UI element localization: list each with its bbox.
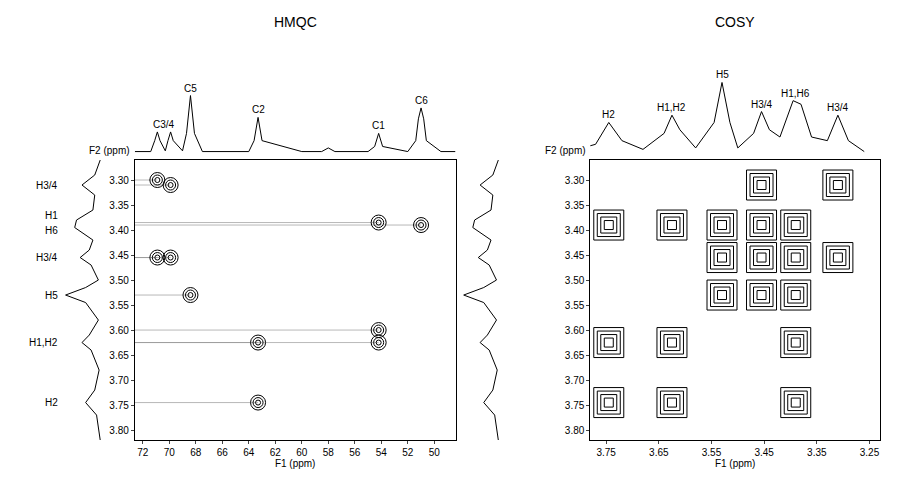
- svg-text:3.35: 3.35: [109, 200, 129, 211]
- svg-text:3.35: 3.35: [565, 200, 585, 211]
- svg-text:H1,H2: H1,H2: [29, 337, 58, 348]
- svg-text:64: 64: [243, 447, 255, 458]
- svg-text:3.45: 3.45: [109, 250, 129, 261]
- svg-text:3.55: 3.55: [702, 447, 722, 458]
- svg-text:52: 52: [402, 447, 414, 458]
- svg-text:C6: C6: [415, 95, 428, 106]
- svg-text:H2: H2: [45, 397, 58, 408]
- svg-text:3.30: 3.30: [565, 175, 585, 186]
- svg-text:H1,H2: H1,H2: [657, 102, 686, 113]
- svg-text:3.70: 3.70: [565, 375, 585, 386]
- svg-text:70: 70: [164, 447, 176, 458]
- svg-text:H5: H5: [45, 290, 58, 301]
- svg-text:3.40: 3.40: [565, 225, 585, 236]
- svg-text:C1: C1: [372, 120, 385, 131]
- svg-text:66: 66: [217, 447, 229, 458]
- svg-text:3.60: 3.60: [109, 325, 129, 336]
- svg-text:3.75: 3.75: [565, 400, 585, 411]
- svg-text:3.40: 3.40: [109, 225, 129, 236]
- svg-text:3.70: 3.70: [109, 375, 129, 386]
- svg-text:3.35: 3.35: [807, 447, 827, 458]
- svg-text:62: 62: [270, 447, 282, 458]
- svg-text:3.50: 3.50: [109, 275, 129, 286]
- svg-text:COSY: COSY: [715, 14, 755, 30]
- svg-text:F1 (ppm): F1 (ppm): [715, 458, 756, 469]
- svg-text:H3/4: H3/4: [751, 99, 773, 110]
- svg-text:H1,H6: H1,H6: [781, 88, 810, 99]
- svg-text:3.30: 3.30: [109, 175, 129, 186]
- svg-text:50: 50: [429, 447, 441, 458]
- svg-text:3.75: 3.75: [109, 400, 129, 411]
- svg-text:3.50: 3.50: [565, 275, 585, 286]
- svg-text:60: 60: [296, 447, 308, 458]
- svg-text:3.60: 3.60: [565, 325, 585, 336]
- svg-text:C3/4: C3/4: [153, 119, 175, 130]
- svg-text:3.45: 3.45: [565, 250, 585, 261]
- svg-text:F1 (ppm): F1 (ppm): [275, 458, 316, 469]
- svg-text:F2 (ppm): F2 (ppm): [545, 145, 586, 156]
- svg-text:3.45: 3.45: [754, 447, 774, 458]
- svg-text:HMQC: HMQC: [274, 14, 317, 30]
- svg-text:H3/4: H3/4: [827, 102, 849, 113]
- svg-text:C5: C5: [184, 83, 197, 94]
- svg-text:54: 54: [376, 447, 388, 458]
- svg-text:3.25: 3.25: [860, 447, 880, 458]
- svg-text:H3/4: H3/4: [36, 180, 58, 191]
- svg-text:F2 (ppm): F2 (ppm): [89, 145, 130, 156]
- svg-text:3.80: 3.80: [109, 425, 129, 436]
- svg-text:H1: H1: [45, 210, 58, 221]
- svg-text:3.80: 3.80: [565, 425, 585, 436]
- svg-text:3.65: 3.65: [565, 350, 585, 361]
- svg-text:3.55: 3.55: [109, 300, 129, 311]
- svg-text:3.75: 3.75: [596, 447, 616, 458]
- svg-text:56: 56: [349, 447, 361, 458]
- svg-text:72: 72: [137, 447, 149, 458]
- svg-text:H3/4: H3/4: [36, 252, 58, 263]
- svg-text:H6: H6: [45, 225, 58, 236]
- svg-text:H2: H2: [602, 109, 615, 120]
- svg-text:58: 58: [323, 447, 335, 458]
- svg-text:3.65: 3.65: [109, 350, 129, 361]
- svg-text:3.65: 3.65: [649, 447, 669, 458]
- svg-text:68: 68: [190, 447, 202, 458]
- svg-text:C2: C2: [252, 104, 265, 115]
- svg-text:3.55: 3.55: [565, 300, 585, 311]
- svg-text:H5: H5: [716, 69, 729, 80]
